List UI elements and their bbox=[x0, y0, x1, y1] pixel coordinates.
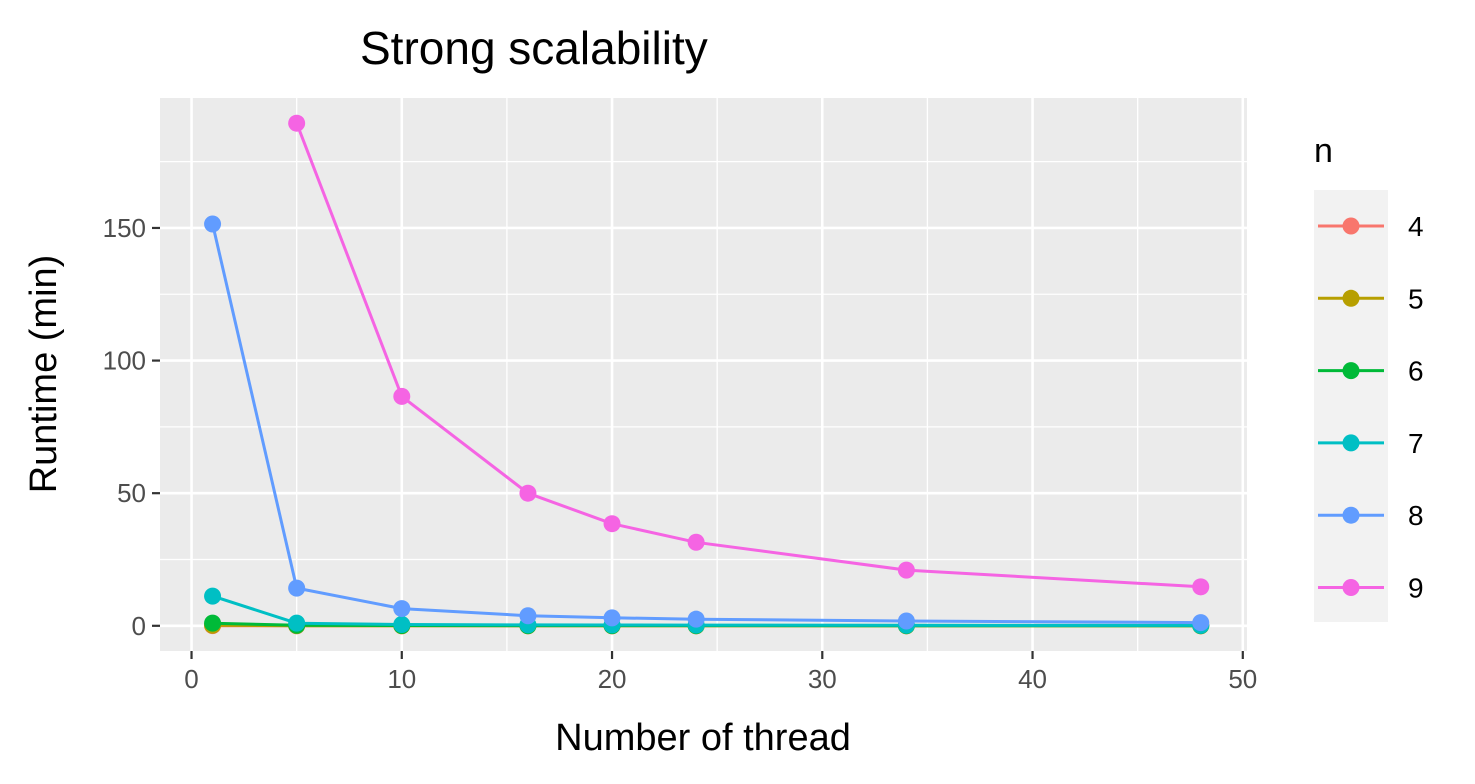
y-tick-label: 100 bbox=[103, 346, 146, 376]
y-tick-label: 150 bbox=[103, 213, 146, 243]
x-tick-label: 10 bbox=[387, 664, 416, 694]
legend-key-point bbox=[1342, 579, 1360, 596]
data-point bbox=[1192, 578, 1210, 596]
data-point bbox=[204, 614, 222, 632]
data-point bbox=[288, 614, 306, 632]
data-point bbox=[288, 579, 306, 597]
legend-item-7: 7 bbox=[1318, 428, 1424, 459]
x-axis-title: Number of thread bbox=[555, 717, 851, 759]
data-point bbox=[897, 561, 915, 579]
legend-label: 4 bbox=[1408, 211, 1424, 242]
legend: n 4 5 6 7 8 9 bbox=[1314, 132, 1424, 622]
legend-key-point bbox=[1342, 289, 1360, 307]
legend-title: n bbox=[1314, 132, 1333, 170]
data-point bbox=[687, 533, 705, 551]
series-8 bbox=[204, 215, 1210, 632]
plot-panel bbox=[160, 98, 1247, 651]
y-axis-title: Runtime (min) bbox=[23, 255, 65, 494]
chart-title: Strong scalability bbox=[360, 22, 708, 74]
x-tick-label: 0 bbox=[184, 664, 198, 694]
series-line bbox=[211, 223, 1201, 625]
legend-label: 6 bbox=[1408, 356, 1424, 387]
data-point bbox=[897, 612, 915, 630]
legend-item-6: 6 bbox=[1318, 356, 1424, 387]
legend-label: 8 bbox=[1408, 500, 1424, 531]
y-axis: 0 50 100 150 bbox=[103, 213, 160, 641]
x-axis: 0 10 20 30 40 50 bbox=[184, 651, 1257, 694]
y-tick-label: 0 bbox=[132, 611, 146, 641]
legend-key-point bbox=[1342, 362, 1360, 380]
legend-key-point bbox=[1342, 434, 1360, 452]
data-point bbox=[393, 387, 411, 405]
legend-item-5: 5 bbox=[1318, 283, 1424, 314]
data-point bbox=[393, 615, 411, 633]
legend-key-point bbox=[1342, 217, 1360, 235]
x-tick-label: 40 bbox=[1018, 664, 1047, 694]
series-layer bbox=[204, 114, 1210, 635]
data-point bbox=[519, 607, 537, 625]
x-tick-label: 30 bbox=[808, 664, 837, 694]
legend-item-4: 4 bbox=[1318, 211, 1424, 242]
x-tick-label: 50 bbox=[1228, 664, 1257, 694]
data-point bbox=[204, 587, 222, 605]
y-tick-label: 50 bbox=[117, 478, 146, 508]
x-tick-label: 20 bbox=[598, 664, 627, 694]
legend-item-9: 9 bbox=[1318, 573, 1424, 604]
series-line bbox=[212, 594, 1201, 627]
legend-label: 7 bbox=[1408, 428, 1424, 459]
data-point bbox=[288, 114, 306, 132]
legend-key-point bbox=[1342, 506, 1360, 524]
legend-label: 9 bbox=[1408, 573, 1424, 604]
legend-item-8: 8 bbox=[1318, 500, 1424, 531]
legend-label: 5 bbox=[1408, 283, 1424, 314]
grid-minor bbox=[160, 98, 1247, 651]
data-point bbox=[687, 610, 705, 628]
legend-key-background bbox=[1314, 190, 1388, 622]
data-point bbox=[1192, 614, 1210, 632]
data-point bbox=[603, 515, 621, 533]
data-point bbox=[393, 600, 411, 618]
data-point bbox=[204, 215, 222, 233]
data-point bbox=[519, 484, 537, 502]
series-9 bbox=[288, 114, 1210, 596]
data-point bbox=[603, 609, 621, 627]
